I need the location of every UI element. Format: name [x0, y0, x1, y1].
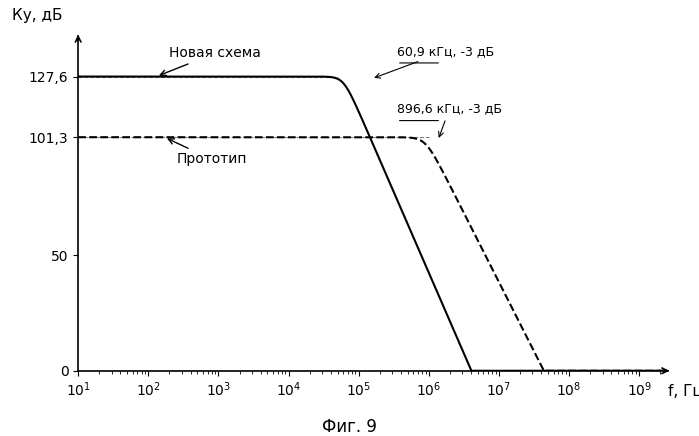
Text: 896,6 кГц, -3 дБ: 896,6 кГц, -3 дБ [397, 102, 502, 137]
Text: Фиг. 9: Фиг. 9 [322, 418, 377, 436]
Text: 60,9 кГц, -3 дБ: 60,9 кГц, -3 дБ [375, 45, 494, 78]
Text: Новая схема: Новая схема [160, 46, 261, 75]
Text: Прототип: Прототип [168, 139, 247, 166]
X-axis label: f, Гц: f, Гц [668, 384, 699, 399]
Y-axis label: Ку, дБ: Ку, дБ [12, 8, 62, 23]
